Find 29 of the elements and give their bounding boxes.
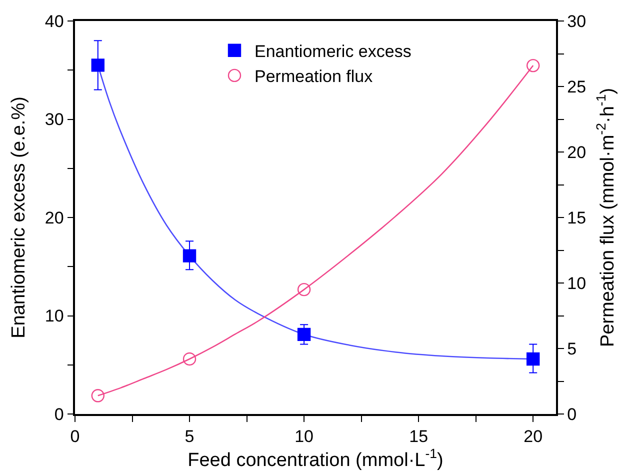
legend-label: Permeation flux	[254, 67, 374, 86]
y-tick-label: 40	[44, 12, 64, 31]
point	[91, 58, 104, 72]
y2-tick-label: 20	[567, 142, 586, 162]
point	[297, 328, 311, 342]
x-tick-label: 20	[524, 427, 543, 446]
point	[526, 352, 540, 366]
point	[297, 282, 311, 296]
x-tick-label: 15	[409, 427, 428, 446]
y2-tick-label: 5	[567, 339, 577, 358]
x-tick-label: 0	[70, 427, 80, 446]
y2-tick-label: 10	[567, 274, 586, 293]
y-tick-label: 10	[44, 306, 64, 326]
point	[182, 249, 196, 262]
y-tick-label: 20	[44, 208, 64, 228]
point	[182, 352, 196, 366]
y-tick-label: 0	[54, 404, 64, 424]
y2-tick-label: 15	[567, 208, 586, 228]
x-tick-label: 5	[184, 427, 194, 446]
point	[91, 389, 104, 402]
point	[526, 58, 540, 72]
legend-label: Enantiomeric excess	[254, 42, 412, 61]
y2-tick-label: 30	[567, 12, 586, 31]
y2-tick-label: 0	[567, 404, 577, 424]
x-axis-title: Feed concentration (mmol·L$^{-1}$)	[188, 446, 444, 472]
y-axis-title: Enantiomeric excess (e.e.%)	[8, 96, 30, 338]
y-tick-label: 30	[44, 110, 64, 130]
x-tick-label: 10	[294, 427, 314, 446]
y2-tick-label: 25	[567, 77, 586, 96]
